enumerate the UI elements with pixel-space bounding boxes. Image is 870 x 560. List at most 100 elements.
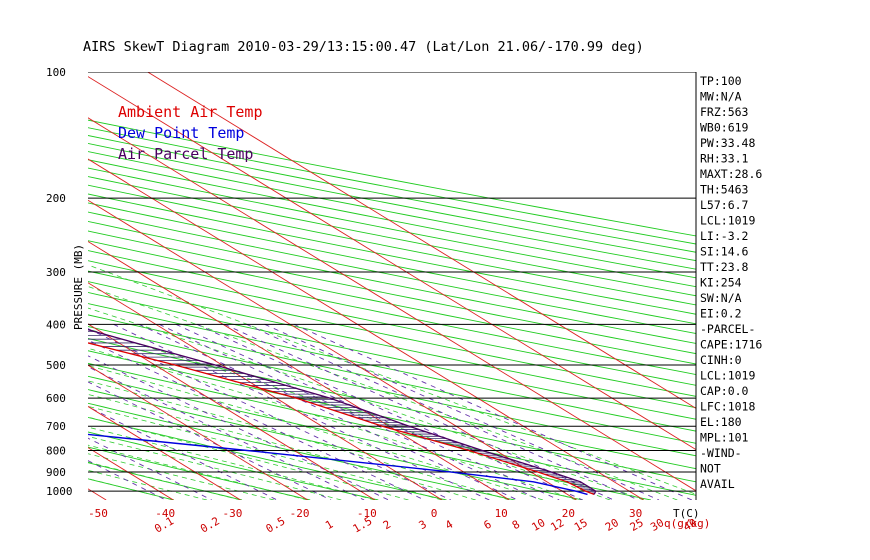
moist-adiabat-25 [88,328,611,500]
stat-line-22: EL:180 [700,415,742,429]
pressure-tick-1000: 1000 [46,485,73,498]
series-air-parcel-temp [88,329,597,495]
pressure-tick-900: 900 [46,466,66,479]
moist-adiabat--15 [88,435,342,500]
stat-line-21: LFC:1018 [700,400,755,414]
legend-ambient-air-temp: Ambient Air Temp [118,103,263,121]
legend-air-parcel-temp: Air Parcel Temp [118,145,253,163]
mixing-ratio-tick-16: 40 [681,516,699,534]
stat-line-1: MW:N/A [700,90,742,104]
mixing-line-5 [88,355,389,500]
stat-line-20: CAP:0.0 [700,384,749,398]
series-ambient-air-temp [88,342,595,496]
pressure-tick-300: 300 [46,266,66,279]
pressure-tick-400: 400 [46,318,66,331]
stat-line-2: FRZ:563 [700,105,749,119]
stat-line-10: LI:-3.2 [700,229,748,243]
moist-adiabat-10 [88,380,510,500]
stat-line-12: TT:23.8 [700,260,749,274]
dry-adiabat-520 [88,151,696,270]
mixing-ratio-tick-7: 4 [443,517,456,532]
mixing-line-16 [293,323,693,500]
dry-adiabats [88,119,696,500]
stat-line-11: SI:14.6 [700,245,749,259]
stat-line-7: TH:5463 [700,183,749,197]
mixing-ratio-tick-8: 6 [481,518,493,533]
dry-adiabat-360 [88,303,696,432]
bottom-temperature-tick-labels: -50 -40 -30 -20 -10 0 10 20 30 [88,507,642,520]
stat-line-4: PW:33.48 [700,136,755,150]
moist-adiabat--30 [88,461,241,500]
dry-adiabat-510 [88,159,696,279]
mixing-ratio-tick-14: 25 [628,516,646,534]
mixing-ratio-tick-2: 0.5 [264,514,288,535]
dry-adiabat-500 [88,167,696,288]
dry-adiabat-300 [88,375,651,500]
bottom-temp-tick-1: -40 [155,507,175,520]
mixing-ratio-tick-6: 3 [417,518,429,533]
y-axis-label: PRESSURE (MB) [72,244,85,330]
mixing-ratio-unit-label: q(g/kg) [664,517,710,530]
mixing-line-6 [88,339,425,500]
dry-adiabat-280 [88,402,515,500]
mixing-line-14 [246,323,639,500]
bottom-temp-tick-7: 20 [562,507,575,520]
dry-adiabat-350 [88,314,696,444]
mixing-line-9 [138,323,518,500]
mixing-ratio-tick-9: 8 [510,518,522,533]
pressure-tick-labels: 100 200 300 400 500 600 700 800 900 1000 [46,66,73,498]
dry-adiabat-450 [88,211,696,334]
moist-adiabat--5 [88,416,409,500]
stat-line-25: NOT [700,462,721,476]
moist-adiabat-0 [88,405,443,500]
dry-adiabat-530 [88,142,696,262]
dry-adiabat-480 [88,184,696,306]
mixing-line-0 [88,460,167,500]
isotherm--30 [88,405,241,500]
dry-adiabat-380 [88,281,696,409]
dry-adiabat-270 [88,416,447,500]
pressure-tick-800: 800 [46,445,66,458]
mixing-line-1 [88,437,212,500]
moist-adiabat--10 [88,426,375,500]
moist-adiabat--25 [88,453,275,500]
stat-line-8: L57:6.7 [700,198,749,212]
isotherm--10 [88,323,376,500]
mixing-line-8 [113,323,490,500]
dry-adiabat-250 [88,446,311,500]
stat-line-15: EI:0.2 [700,307,742,321]
plot-area [0,72,696,500]
dry-adiabat-490 [88,176,696,297]
dry-adiabat-430 [88,230,696,355]
stat-line-5: RH:33.1 [700,152,749,166]
isotherm--20 [88,364,308,500]
pressure-tick-500: 500 [46,359,66,372]
dry-adiabat-330 [88,338,696,470]
stat-line-9: LCL:1019 [700,214,755,228]
stat-line-0: TP:100 [700,74,742,88]
bottom-temp-tick-3: -20 [290,507,310,520]
mixing-ratio-tick-11: 12 [548,516,566,534]
isotherm-50 [88,76,696,451]
stat-line-24: -WIND- [700,446,742,460]
mixing-ratio-tick-1: 0.2 [198,514,222,535]
moist-adiabat-5 [88,393,476,500]
isotherm-20 [88,199,577,500]
stat-line-26: AVAIL [700,477,735,491]
dry-adiabat-420 [88,240,696,365]
pressure-tick-200: 200 [46,192,66,205]
isotherm--60 [0,72,39,500]
isotherm-40 [88,117,696,492]
stat-line-19: LCL:1019 [700,369,755,383]
mixing-ratio-tick-12: 15 [572,516,590,534]
x-axis-label: T(C) [673,507,700,520]
stat-line-16: -PARCEL- [700,322,755,336]
isotherm-0 [88,282,443,500]
mixing-ratio-tick-labels: 0.1 0.2 0.5 1 1.5 2 3 4 6 8 10 12 15 20 25 30 40 [152,514,699,535]
stat-line-14: SW:N/A [700,291,742,305]
stat-line-23: MPL:101 [700,431,749,445]
dry-adiabat-370 [88,292,696,420]
dry-adiabat-340 [88,326,696,457]
